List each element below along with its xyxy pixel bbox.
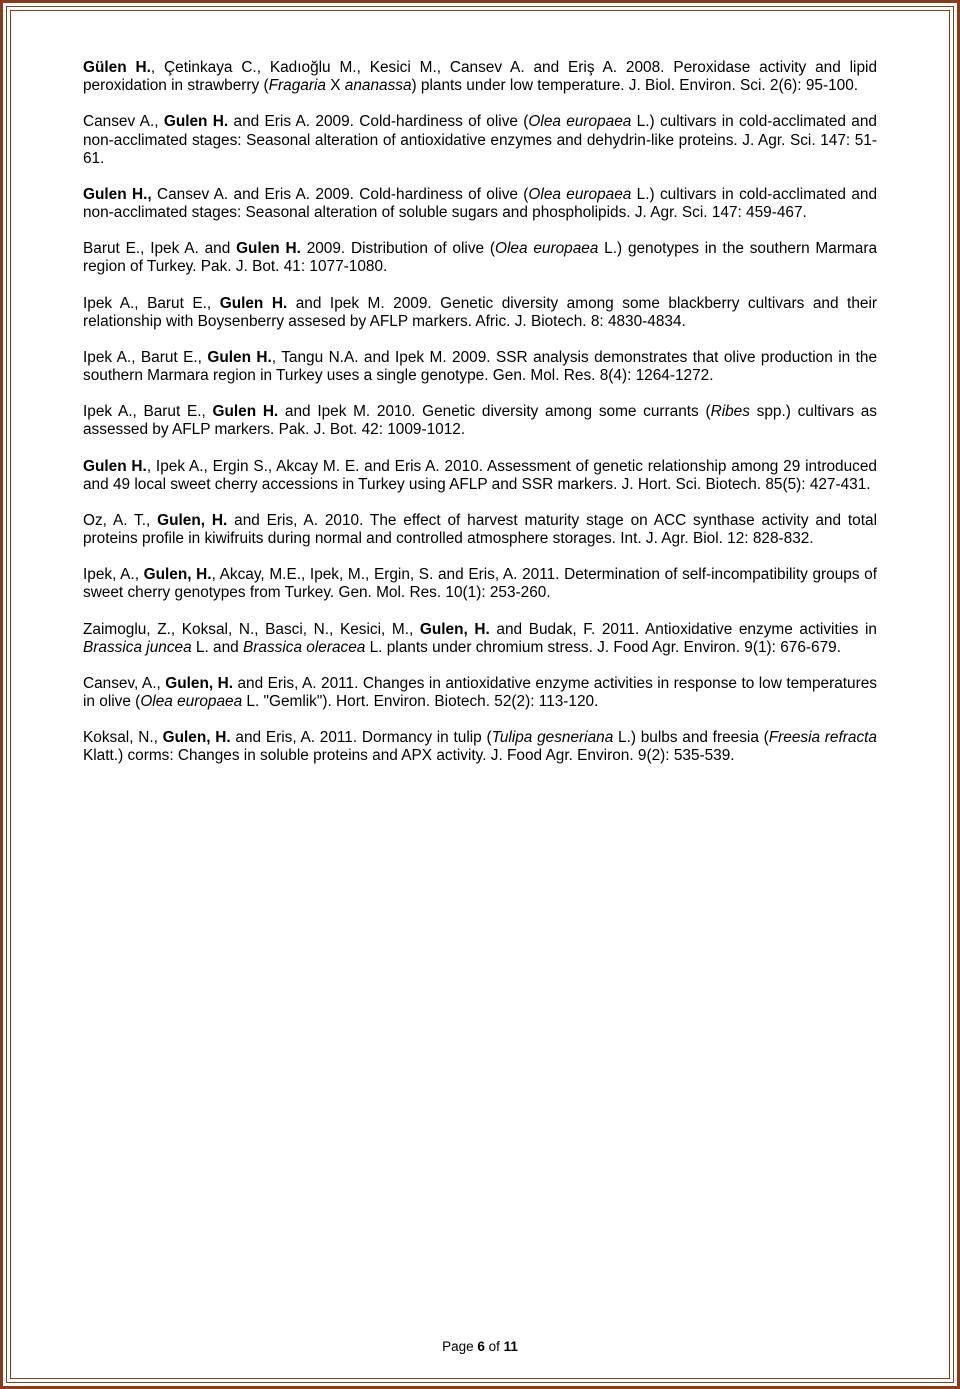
author-bold: Gulen H. [207, 349, 271, 366]
ref-text: Barut E., Ipek A. and [83, 240, 236, 257]
ref-italic: Freesia refracta [769, 729, 877, 746]
author-bold: Gulen H. [83, 458, 147, 475]
ref-text: , Ipek A., Ergin S., Akcay M. E. and Eri… [83, 458, 877, 493]
ref-italic: Tulipa gesneriana [492, 729, 614, 746]
ref-text: Zaimoglu, Z., Koksal, N., Basci, N., Kes… [83, 621, 420, 638]
ref-italic: Brassica juncea [83, 639, 192, 656]
ref-italic: Brassica oleracea [243, 639, 365, 656]
ref-text: and Eris, A. 2011. Dormancy in tulip ( [231, 729, 492, 746]
author-bold: Gulen, H. [163, 729, 231, 746]
ref-text: L. and [192, 639, 243, 656]
ref-text: and Eris A. 2009. Cold-hardiness of oliv… [228, 113, 528, 130]
ref-text: Koksal, N., [83, 729, 163, 746]
reference-item: Ipek A., Barut E., Gulen H. and Ipek M. … [83, 295, 877, 331]
ref-italic: Olea europaea [528, 186, 631, 203]
ref-text: Cansev, A., [83, 675, 165, 692]
author-bold: Gulen, H. [165, 675, 233, 692]
ref-text: X [326, 77, 345, 94]
ref-text: L. "Gemlik"). Hort. Environ. Biotech. 52… [242, 693, 598, 710]
ref-text: and Budak, F. 2011. Antioxidative enzyme… [490, 621, 877, 638]
ref-text: Ipek, A., [83, 566, 144, 583]
reference-item: Barut E., Ipek A. and Gulen H. 2009. Dis… [83, 240, 877, 276]
reference-item: Cansev, A., Gulen, H. and Eris, A. 2011.… [83, 675, 877, 711]
reference-item: Gulen H., Ipek A., Ergin S., Akcay M. E.… [83, 458, 877, 494]
ref-text: Ipek A., Barut E., [83, 349, 207, 366]
footer-mid: of [485, 1339, 504, 1354]
ref-italic: Olea europaea [528, 113, 631, 130]
page-outer-border: Gülen H., Çetinkaya C., Kadıoğlu M., Kes… [0, 0, 960, 1389]
page-mid-border: Gülen H., Çetinkaya C., Kadıoğlu M., Kes… [6, 6, 954, 1383]
ref-text: Ipek A., Barut E., [83, 295, 220, 312]
author-bold: Gulen H. [164, 113, 228, 130]
ref-italic: Olea europaea [495, 240, 598, 257]
author-bold: Gulen, H. [420, 621, 490, 638]
author-bold: Gulen, H. [157, 512, 227, 529]
author-bold: Gülen H. [83, 59, 151, 76]
ref-text: L.) bulbs and freesia ( [613, 729, 768, 746]
author-bold: Gulen, H. [144, 566, 212, 583]
ref-text: L. plants under chromium stress. J. Food… [365, 639, 841, 656]
author-bold: Gulen H., [83, 186, 152, 203]
ref-text: 2009. Distribution of olive ( [301, 240, 495, 257]
ref-text: Cansev A. and Eris A. 2009. Cold-hardine… [152, 186, 529, 203]
ref-italic: Olea europaea [140, 693, 242, 710]
ref-italic: ananassa [345, 77, 412, 94]
reference-item: Ipek, A., Gulen, H., Akcay, M.E., Ipek, … [83, 566, 877, 602]
reference-item: Ipek A., Barut E., Gulen H., Tangu N.A. … [83, 349, 877, 385]
ref-text: Cansev A., [83, 113, 164, 130]
footer-prefix: Page [442, 1339, 477, 1354]
ref-italic: Ribes [711, 403, 750, 420]
reference-item: Ipek A., Barut E., Gulen H. and Ipek M. … [83, 403, 877, 439]
page-inner-border: Gülen H., Çetinkaya C., Kadıoğlu M., Kes… [10, 10, 950, 1379]
reference-item: Gülen H., Çetinkaya C., Kadıoğlu M., Kes… [83, 59, 877, 95]
author-bold: Gulen H. [236, 240, 301, 257]
ref-text: Ipek A., Barut E., [83, 403, 213, 420]
reference-item: Koksal, N., Gulen, H. and Eris, A. 2011.… [83, 729, 877, 765]
reference-item: Cansev A., Gulen H. and Eris A. 2009. Co… [83, 113, 877, 168]
ref-text: ) plants under low temperature. J. Biol.… [412, 77, 859, 94]
page-total: 11 [504, 1339, 518, 1354]
reference-item: Oz, A. T., Gulen, H. and Eris, A. 2010. … [83, 512, 877, 548]
reference-item: Gulen H., Cansev A. and Eris A. 2009. Co… [83, 186, 877, 222]
ref-italic: Fragaria [269, 77, 326, 94]
author-bold: Gulen H. [220, 295, 288, 312]
ref-text: Oz, A. T., [83, 512, 157, 529]
page-footer: Page 6 of 11 [11, 1339, 949, 1354]
author-bold: Gulen H. [213, 403, 279, 420]
ref-text: Klatt.) corms: Changes in soluble protei… [83, 747, 735, 764]
references-list: Gülen H., Çetinkaya C., Kadıoğlu M., Kes… [83, 59, 877, 766]
page-number: 6 [477, 1339, 485, 1354]
reference-item: Zaimoglu, Z., Koksal, N., Basci, N., Kes… [83, 621, 877, 657]
ref-text: and Ipek M. 2010. Genetic diversity amon… [278, 403, 710, 420]
